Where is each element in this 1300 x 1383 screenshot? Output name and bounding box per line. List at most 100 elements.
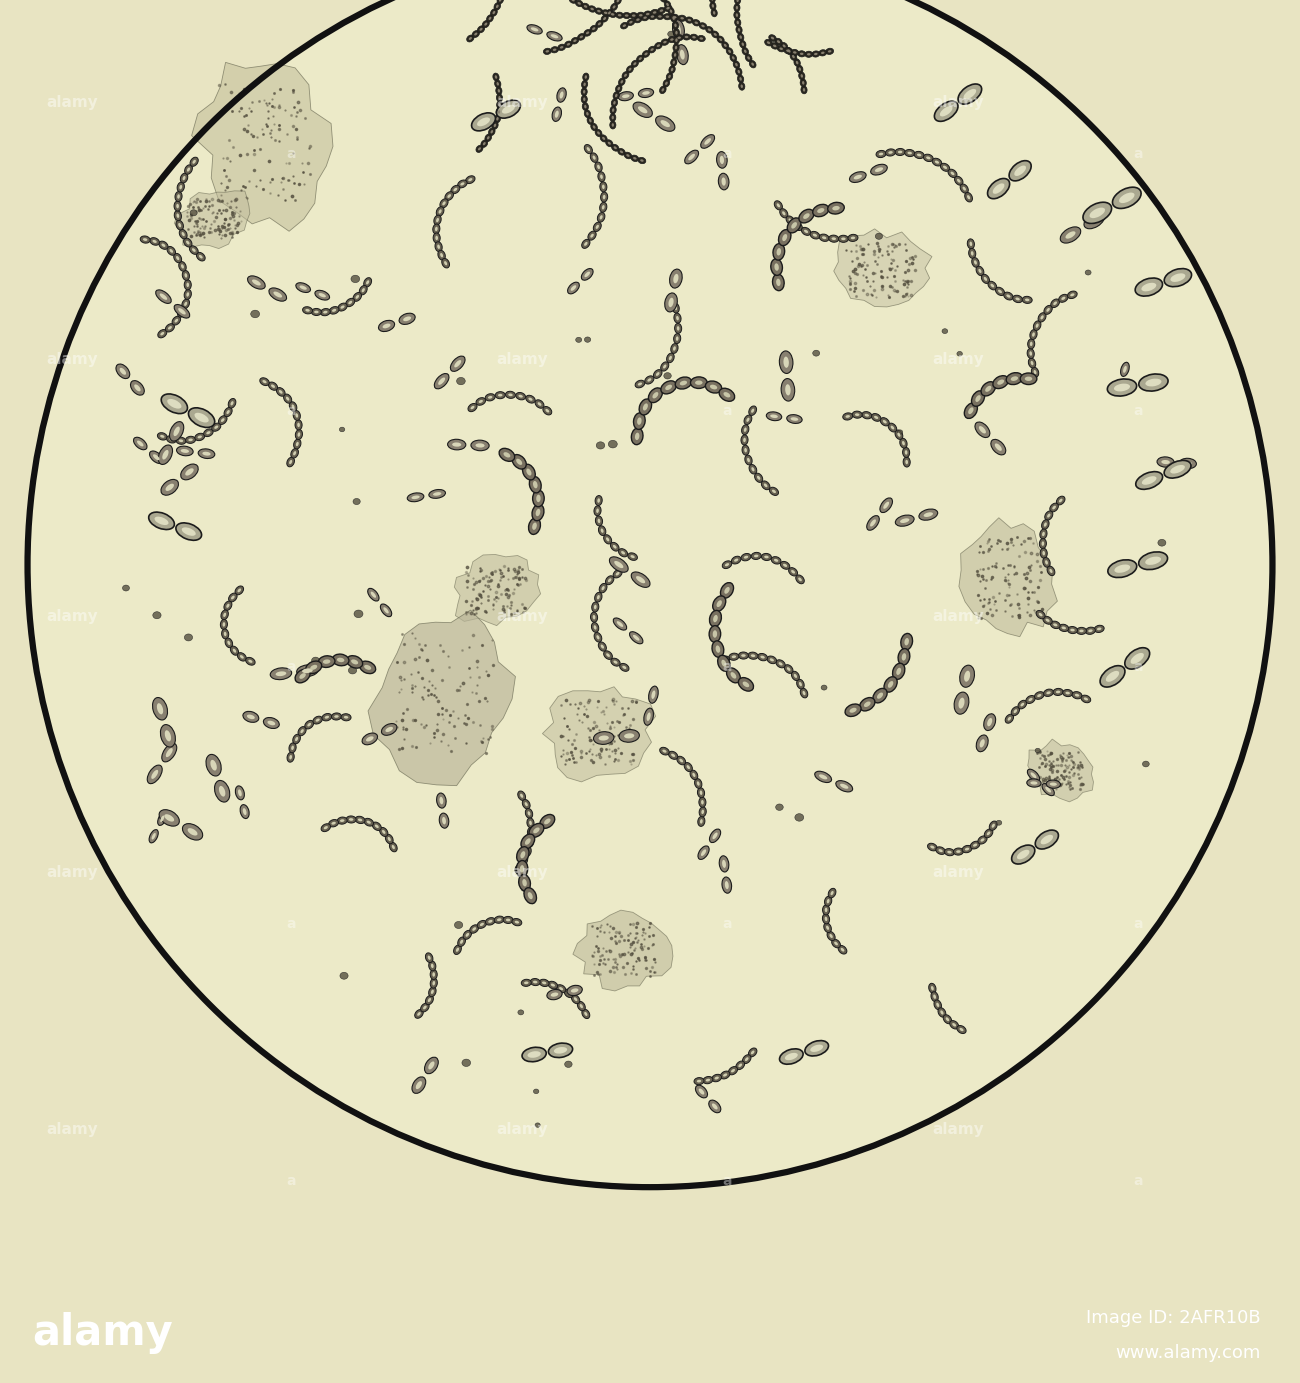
Ellipse shape: [251, 310, 260, 318]
Text: a: a: [1134, 660, 1143, 675]
Ellipse shape: [296, 282, 311, 292]
Ellipse shape: [961, 184, 968, 194]
Ellipse shape: [767, 41, 770, 44]
Ellipse shape: [547, 32, 562, 41]
Ellipse shape: [1046, 780, 1061, 788]
Ellipse shape: [645, 376, 654, 384]
Ellipse shape: [526, 849, 529, 853]
Ellipse shape: [965, 402, 978, 419]
Ellipse shape: [1035, 748, 1040, 752]
Ellipse shape: [243, 808, 247, 815]
Ellipse shape: [666, 3, 670, 7]
Text: a: a: [286, 147, 295, 160]
Ellipse shape: [564, 41, 572, 47]
Ellipse shape: [675, 24, 676, 28]
Ellipse shape: [672, 61, 675, 64]
Ellipse shape: [559, 91, 563, 98]
Ellipse shape: [790, 418, 798, 420]
Ellipse shape: [269, 382, 278, 390]
Ellipse shape: [152, 239, 157, 243]
Ellipse shape: [287, 752, 294, 762]
Ellipse shape: [764, 39, 772, 46]
Text: a: a: [286, 1174, 295, 1188]
Ellipse shape: [967, 195, 970, 199]
Ellipse shape: [738, 83, 745, 90]
Ellipse shape: [987, 831, 991, 835]
Ellipse shape: [495, 87, 502, 95]
Ellipse shape: [606, 538, 610, 541]
Ellipse shape: [359, 285, 367, 295]
Ellipse shape: [784, 47, 792, 54]
Ellipse shape: [177, 203, 179, 209]
Ellipse shape: [425, 1057, 438, 1073]
Ellipse shape: [771, 43, 779, 50]
Ellipse shape: [734, 64, 737, 66]
Ellipse shape: [436, 227, 438, 231]
Ellipse shape: [188, 438, 192, 441]
Ellipse shape: [528, 812, 530, 816]
Ellipse shape: [324, 826, 328, 830]
Ellipse shape: [632, 573, 650, 588]
Ellipse shape: [939, 1008, 946, 1017]
Ellipse shape: [749, 1048, 757, 1057]
Ellipse shape: [520, 866, 524, 873]
Ellipse shape: [452, 443, 462, 447]
Ellipse shape: [224, 408, 233, 416]
Ellipse shape: [744, 415, 751, 425]
Ellipse shape: [783, 564, 788, 567]
Ellipse shape: [188, 408, 215, 427]
Ellipse shape: [845, 415, 850, 418]
Ellipse shape: [699, 791, 702, 795]
Ellipse shape: [1158, 539, 1166, 546]
Ellipse shape: [792, 55, 794, 58]
Ellipse shape: [1089, 217, 1100, 224]
Ellipse shape: [711, 4, 714, 8]
Ellipse shape: [476, 145, 484, 152]
Ellipse shape: [226, 409, 230, 414]
Ellipse shape: [540, 979, 549, 986]
Ellipse shape: [339, 972, 348, 979]
Ellipse shape: [1052, 506, 1056, 509]
Ellipse shape: [971, 391, 984, 407]
Ellipse shape: [556, 89, 567, 102]
Ellipse shape: [517, 1010, 524, 1015]
Ellipse shape: [421, 1003, 429, 1012]
Ellipse shape: [174, 210, 182, 221]
Ellipse shape: [480, 922, 484, 927]
Ellipse shape: [671, 343, 679, 354]
Ellipse shape: [715, 1076, 719, 1080]
Ellipse shape: [784, 665, 793, 674]
Ellipse shape: [638, 158, 646, 163]
Ellipse shape: [1050, 503, 1058, 512]
Ellipse shape: [218, 786, 225, 797]
Ellipse shape: [975, 396, 980, 402]
Ellipse shape: [294, 440, 300, 449]
Ellipse shape: [524, 982, 529, 985]
Ellipse shape: [179, 311, 183, 314]
Text: alamy: alamy: [497, 866, 547, 880]
Ellipse shape: [663, 41, 667, 43]
Ellipse shape: [573, 997, 577, 1001]
Ellipse shape: [696, 1086, 707, 1098]
Ellipse shape: [295, 737, 298, 741]
Ellipse shape: [760, 656, 764, 658]
Ellipse shape: [312, 308, 321, 315]
Ellipse shape: [1028, 358, 1036, 368]
Ellipse shape: [584, 145, 593, 154]
Ellipse shape: [1005, 714, 1014, 723]
Ellipse shape: [875, 234, 883, 239]
Ellipse shape: [667, 353, 675, 362]
Ellipse shape: [796, 61, 798, 65]
Ellipse shape: [872, 689, 887, 703]
Ellipse shape: [662, 39, 668, 46]
Ellipse shape: [177, 447, 194, 456]
Ellipse shape: [1014, 709, 1017, 714]
Ellipse shape: [818, 207, 824, 213]
Ellipse shape: [147, 765, 162, 784]
Ellipse shape: [182, 176, 186, 180]
Ellipse shape: [313, 716, 322, 725]
Ellipse shape: [829, 235, 838, 242]
Ellipse shape: [801, 75, 803, 77]
Ellipse shape: [931, 986, 933, 990]
Ellipse shape: [954, 176, 963, 185]
